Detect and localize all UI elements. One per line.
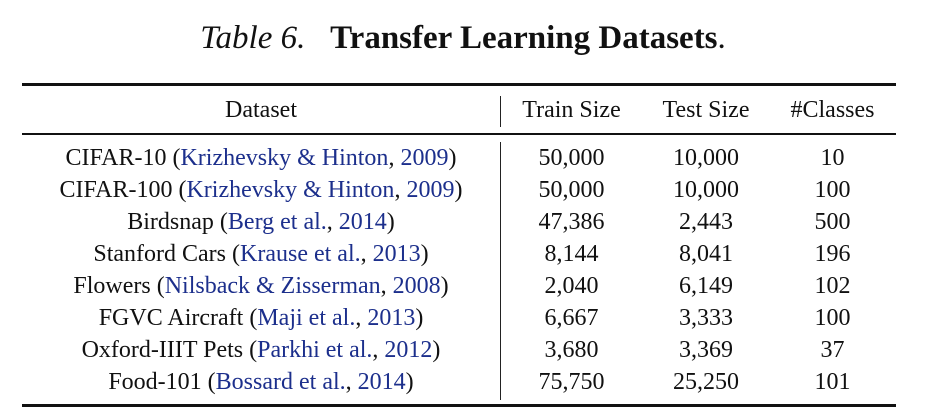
test-size-cell: 3,333: [679, 305, 733, 331]
citation-link[interactable]: Parkhi et al.: [257, 337, 373, 363]
dataset-name: Oxford-IIIT Pets: [81, 337, 244, 363]
citation-close-paren: ): [454, 177, 463, 203]
test-size-cell: 25,250: [673, 369, 739, 395]
body-column-divider: [500, 142, 501, 400]
citation-separator: ,: [345, 369, 358, 395]
caption-period: .: [717, 20, 726, 56]
dataset-cell: CIFAR-100 (Krizhevsky & Hinton, 2009): [22, 174, 500, 206]
citation-separator: ,: [380, 273, 393, 299]
test-size-cell: 8,041: [679, 241, 733, 267]
dataset-name: Birdsnap: [127, 209, 214, 235]
dataset-cell: Food-101 (Bossard et al., 2014): [22, 366, 500, 398]
citation-separator: ,: [355, 305, 368, 331]
dataset-cell: Stanford Cars (Krause et al., 2013): [22, 238, 500, 270]
header-train-size: Train Size: [522, 97, 621, 123]
citation-year-link[interactable]: 2014: [338, 209, 387, 235]
citation-year-link[interactable]: 2013: [372, 241, 421, 267]
dataset-name: CIFAR-100: [59, 177, 173, 203]
dataset-name: Stanford Cars: [93, 241, 227, 267]
citation-close-paren: ): [415, 305, 424, 331]
train-size-cell: 2,040: [544, 273, 599, 299]
citation-open-paren: (: [172, 145, 181, 171]
header-rule: [22, 133, 896, 135]
test-size-cell: 6,149: [679, 273, 733, 299]
citation-year-link[interactable]: 2012: [384, 337, 433, 363]
table-title: Transfer Learning Datasets: [330, 20, 718, 56]
dataset-cell: FGVC Aircraft (Maji et al., 2013): [22, 302, 500, 334]
dataset-name: Food-101: [108, 369, 202, 395]
train-size-cell: 3,680: [544, 337, 599, 363]
citation-close-paren: ): [420, 241, 429, 267]
citation-link[interactable]: Berg et al.: [227, 209, 327, 235]
citation-year-link[interactable]: 2008: [392, 273, 441, 299]
test-size-cell: 2,443: [679, 209, 733, 235]
citation-link[interactable]: Krause et al.: [240, 241, 361, 267]
test-size-cell: 10,000: [673, 177, 739, 203]
header-dataset: Dataset: [225, 97, 297, 123]
dataset-cell: Birdsnap (Berg et al., 2014): [22, 206, 500, 238]
citation-open-paren: (: [156, 273, 165, 299]
citation-year-link[interactable]: 2009: [400, 145, 449, 171]
test-size-cell: 3,369: [679, 337, 733, 363]
classes-cell: 102: [814, 273, 851, 299]
citation-open-paren: (: [232, 241, 241, 267]
top-rule: [22, 83, 896, 86]
citation-year-link[interactable]: 2014: [357, 369, 406, 395]
header-classes: #Classes: [790, 97, 875, 123]
citation-year-link[interactable]: 2013: [367, 305, 416, 331]
citation-close-paren: ): [440, 273, 449, 299]
dataset-cell: Oxford-IIIT Pets (Parkhi et al., 2012): [22, 334, 500, 366]
citation-year-link[interactable]: 2009: [406, 177, 455, 203]
citation-separator: ,: [372, 337, 385, 363]
table-caption: Table 6. Transfer Learning Datasets.: [0, 16, 926, 60]
classes-cell: 100: [814, 305, 851, 331]
citation-open-paren: (: [249, 305, 258, 331]
train-size-cell: 8,144: [544, 241, 599, 267]
citation-close-paren: ): [386, 209, 395, 235]
test-size-cell: 10,000: [673, 145, 739, 171]
train-size-cell: 50,000: [538, 177, 605, 203]
citation-close-paren: ): [405, 369, 414, 395]
dataset-name: CIFAR-10: [65, 145, 167, 171]
citation-close-paren: ): [448, 145, 457, 171]
train-size-cell: 50,000: [538, 145, 605, 171]
train-size-cell: 6,667: [544, 305, 599, 331]
citation-link[interactable]: Maji et al.: [257, 305, 356, 331]
dataset-cell: Flowers (Nilsback & Zisserman, 2008): [22, 270, 500, 302]
citation-open-paren: (: [178, 177, 187, 203]
dataset-name: Flowers: [73, 273, 151, 299]
train-size-cell: 75,750: [538, 369, 605, 395]
classes-cell: 10: [820, 145, 845, 171]
citation-link[interactable]: Krizhevsky & Hinton: [180, 145, 389, 171]
classes-cell: 101: [814, 369, 851, 395]
dataset-name: FGVC Aircraft: [98, 305, 244, 331]
citation-separator: ,: [388, 145, 401, 171]
header-test-size: Test Size: [662, 97, 750, 123]
train-size-cell: 47,386: [538, 209, 605, 235]
citation-separator: ,: [360, 241, 373, 267]
classes-cell: 500: [814, 209, 851, 235]
citation-link[interactable]: Nilsback & Zisserman: [164, 273, 381, 299]
dataset-cell: CIFAR-10 (Krizhevsky & Hinton, 2009): [22, 142, 500, 174]
citation-link[interactable]: Bossard et al.: [215, 369, 346, 395]
citation-separator: ,: [394, 177, 407, 203]
citation-separator: ,: [326, 209, 339, 235]
classes-cell: 196: [814, 241, 851, 267]
citation-open-paren: (: [249, 337, 258, 363]
citation-link[interactable]: Krizhevsky & Hinton: [186, 177, 395, 203]
citation-open-paren: (: [219, 209, 228, 235]
classes-cell: 100: [814, 177, 851, 203]
bottom-rule: [22, 404, 896, 407]
header-column-divider: [500, 96, 501, 127]
citation-close-paren: ): [432, 337, 441, 363]
table-label: Table 6.: [200, 20, 306, 56]
classes-cell: 37: [820, 337, 845, 363]
citation-open-paren: (: [207, 369, 216, 395]
